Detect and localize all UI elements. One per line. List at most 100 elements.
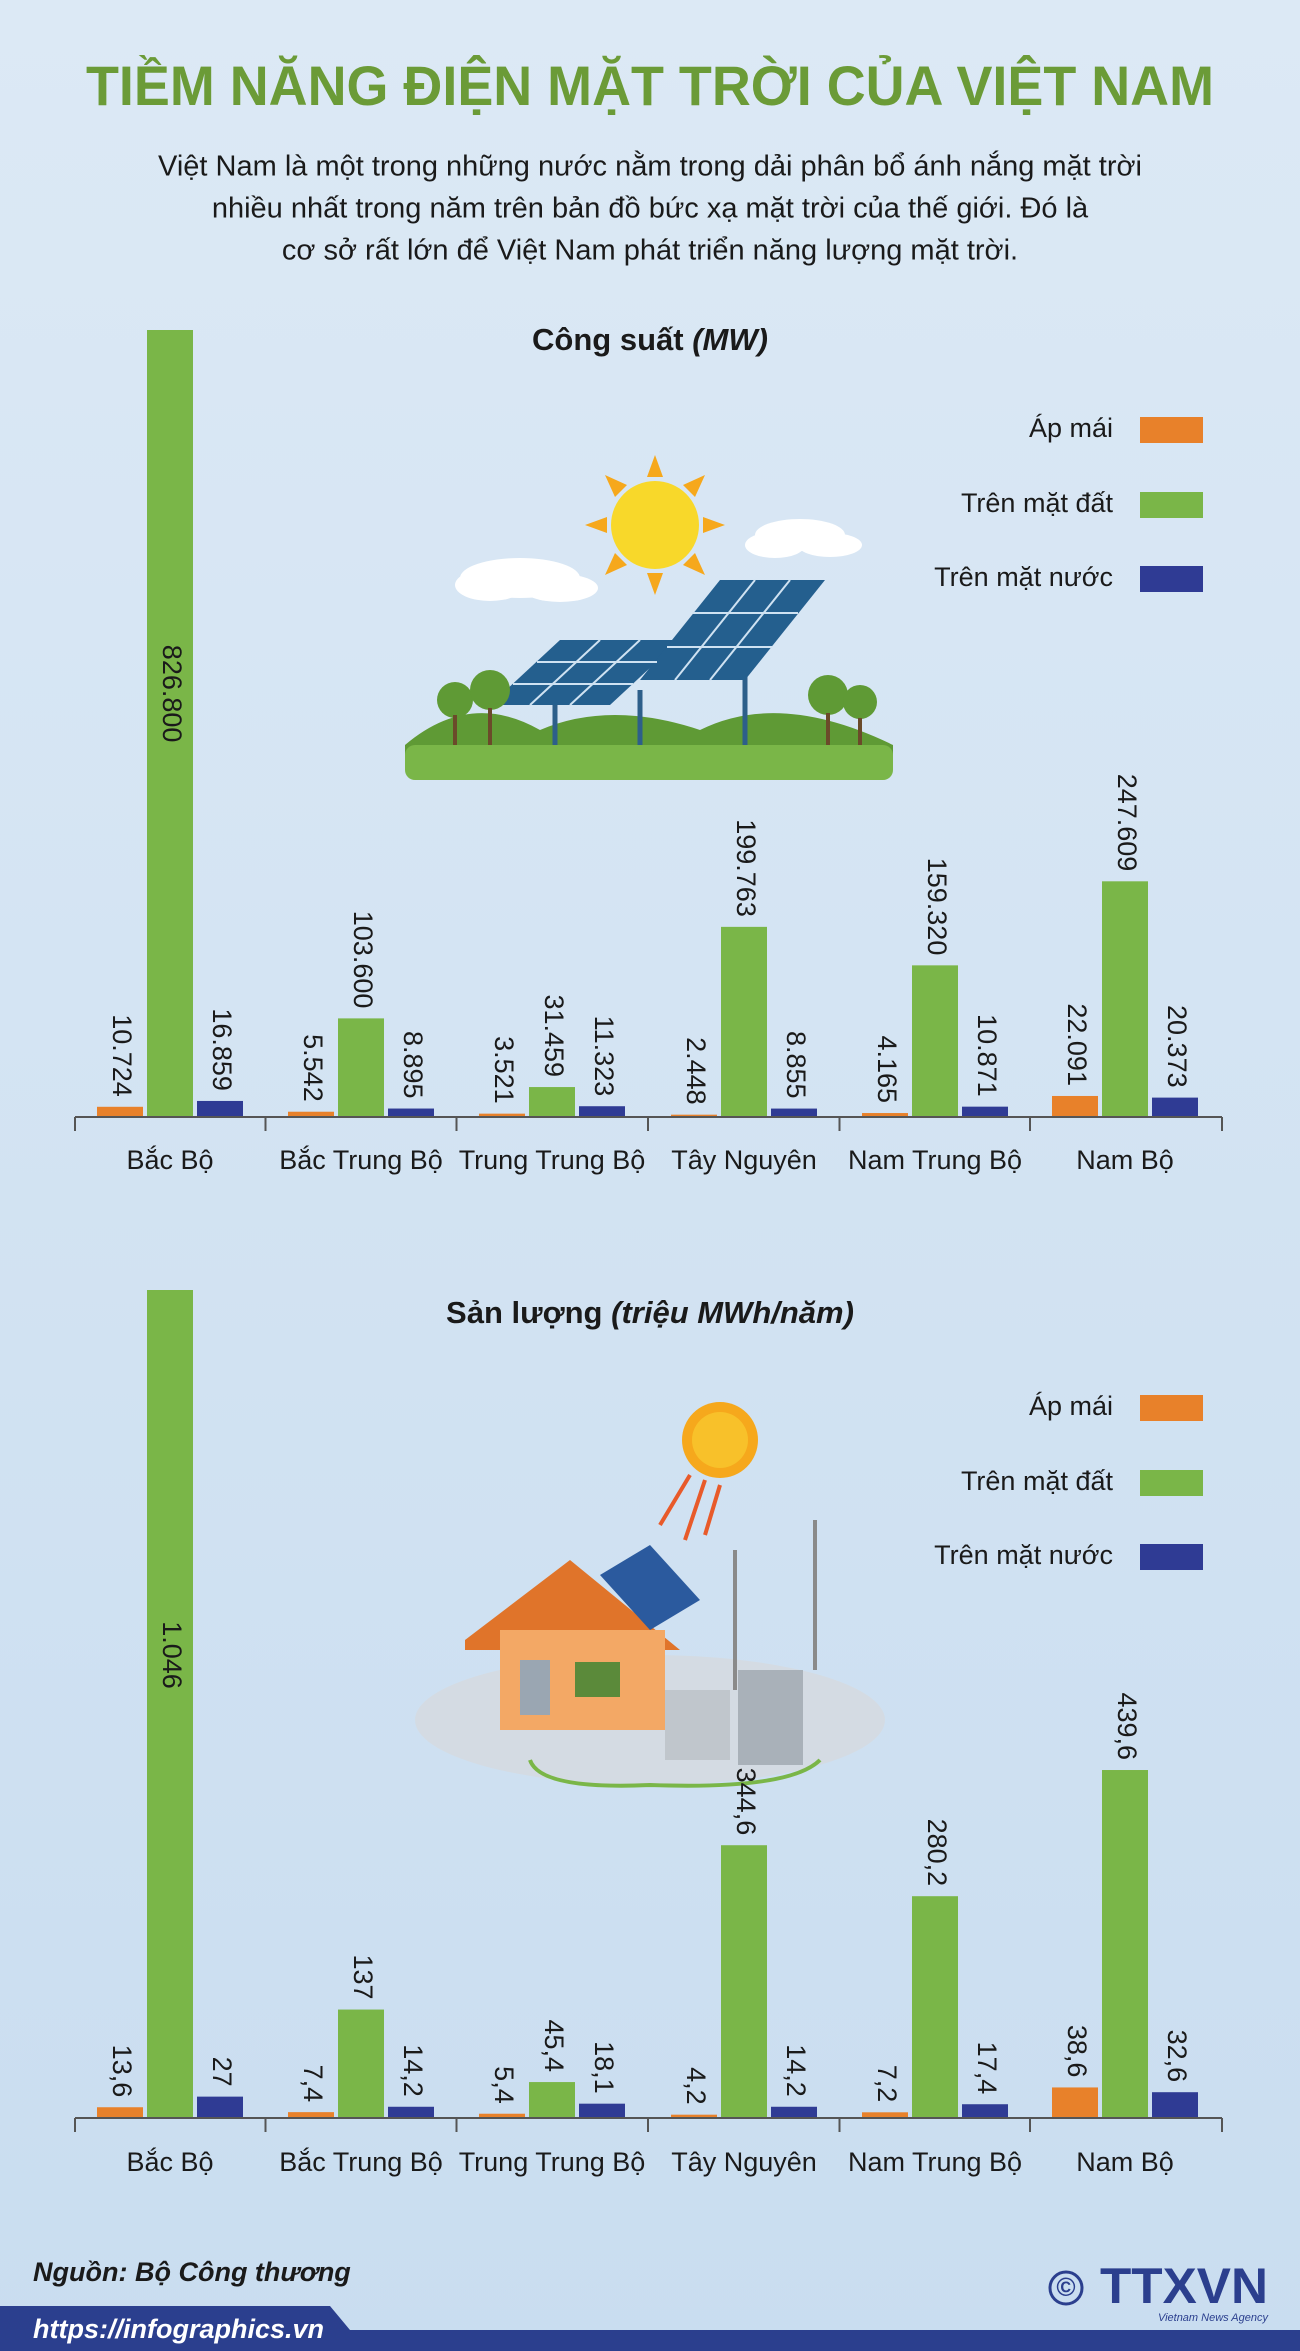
copyright: © [1056,2272,1075,2302]
bar [962,1106,1008,1117]
category-label: Trung Trung Bộ [459,2147,646,2177]
value-label: 17,4 [972,2042,1002,2095]
bar [147,330,193,1117]
legend-swatch [1140,1395,1203,1421]
chart-title-text: Sản lượng [446,1295,602,1330]
value-label: 4.165 [872,1035,902,1103]
value-label: 18,1 [589,2041,619,2094]
bar [97,2107,143,2118]
value-label: 32,6 [1162,2030,1192,2083]
bar [962,2104,1008,2118]
source: Nguồn: Bộ Công thương [33,2257,351,2287]
bar [721,1845,767,2118]
legend-swatch [1140,492,1203,518]
bar [338,1018,384,1117]
legend-label: Trên mặt nước [934,562,1113,592]
bar [1102,1770,1148,2118]
value-label: 5.542 [298,1034,328,1102]
bar [147,1290,193,2118]
bar [771,1108,817,1117]
copyright-circle [1048,2270,1084,2306]
bar [529,1087,575,1117]
legend-label: Trên mặt đất [961,488,1114,518]
value-label: 22.091 [1062,1003,1092,1086]
bar [288,2112,334,2118]
value-label: 14,2 [398,2044,428,2097]
value-label: 8.895 [398,1031,428,1099]
value-label: 45,4 [539,2019,569,2072]
solar-house-illustration [415,1402,885,1788]
value-label: 11.323 [589,1016,619,1097]
value-label: 137 [348,1954,378,1999]
value-label: 14,2 [781,2044,811,2097]
bar [771,2106,817,2118]
bar [479,1113,525,1117]
value-label: 199.763 [731,819,761,917]
bar [671,2114,717,2118]
description-line: Việt Nam là một trong những nước nằm tro… [158,150,1142,183]
legend-label: Trên mặt nước [934,1540,1113,1570]
bar [862,2112,908,2118]
value-label: 3.521 [489,1036,519,1104]
description-line: nhiều nhất trong năm trên bản đồ bức xạ … [212,193,1089,225]
bar [912,1896,958,2118]
legend-label: Áp mái [1029,1391,1113,1421]
legend-label: Áp mái [1029,413,1113,443]
agency-logo: TTXVN [1100,2258,1268,2314]
bar [912,965,958,1117]
bar [579,1106,625,1117]
value-label: 31.459 [539,994,569,1077]
category-label: Bắc Trung Bộ [279,2146,443,2177]
legend-label: Trên mặt đất [961,1466,1114,1496]
category-label: Bắc Bộ [126,1144,213,1175]
value-label: 10.724 [107,1014,137,1097]
value-label: 247.609 [1112,774,1142,872]
solar-farm-illustration [405,455,893,780]
bar [1152,2092,1198,2118]
chart-title-unit: (triệu MWh/năm) [611,1295,854,1330]
bar [862,1113,908,1117]
category-label: Nam Bộ [1076,2147,1174,2177]
value-label: 5,4 [489,2066,519,2104]
value-label: 4,2 [681,2067,711,2105]
bar [1052,2087,1098,2118]
agency-name: Vietnam News Agency [1158,2312,1270,2324]
value-label: 20.373 [1162,1005,1192,1088]
bar [288,1111,334,1117]
bar [388,2106,434,2118]
legend-swatch [1140,1470,1203,1496]
value-label: 7,4 [298,2065,328,2103]
bar [1152,1097,1198,1117]
bar [388,1108,434,1117]
page-title: TIỀM NĂNG ĐIỆN MẶT TRỜI CỦA VIỆT NAM [86,54,1214,117]
bar [97,1106,143,1117]
bar [529,2082,575,2118]
legend-swatch [1140,1544,1203,1570]
bar [479,2113,525,2118]
value-label: 344,6 [731,1768,761,1836]
chart-title: Công suất (MW) [532,322,768,357]
value-label: 1.046 [157,1621,187,1689]
value-label: 16.859 [207,1008,237,1091]
bar [671,1114,717,1117]
value-label: 27 [207,2057,237,2087]
legend-swatch [1140,417,1203,443]
bar [721,926,767,1117]
category-label: Tây Nguyên [671,1145,817,1175]
category-label: Trung Trung Bộ [459,1145,646,1175]
chart-title-unit: (MW) [692,322,768,357]
chart-title-text: Công suất [532,322,684,357]
chart-title: Sản lượng (triệu MWh/năm) [446,1295,854,1330]
footer-band [0,2306,1300,2351]
footer-url: https://infographics.vn [33,2314,324,2344]
value-label: 2.448 [681,1037,711,1105]
category-label: Nam Trung Bộ [848,2147,1022,2177]
bar [197,2096,243,2118]
category-label: Nam Trung Bộ [848,1145,1022,1175]
value-label: 439,6 [1112,1692,1142,1760]
value-label: 103.600 [348,911,378,1009]
value-label: 10.871 [972,1014,1002,1097]
bar [197,1100,243,1117]
